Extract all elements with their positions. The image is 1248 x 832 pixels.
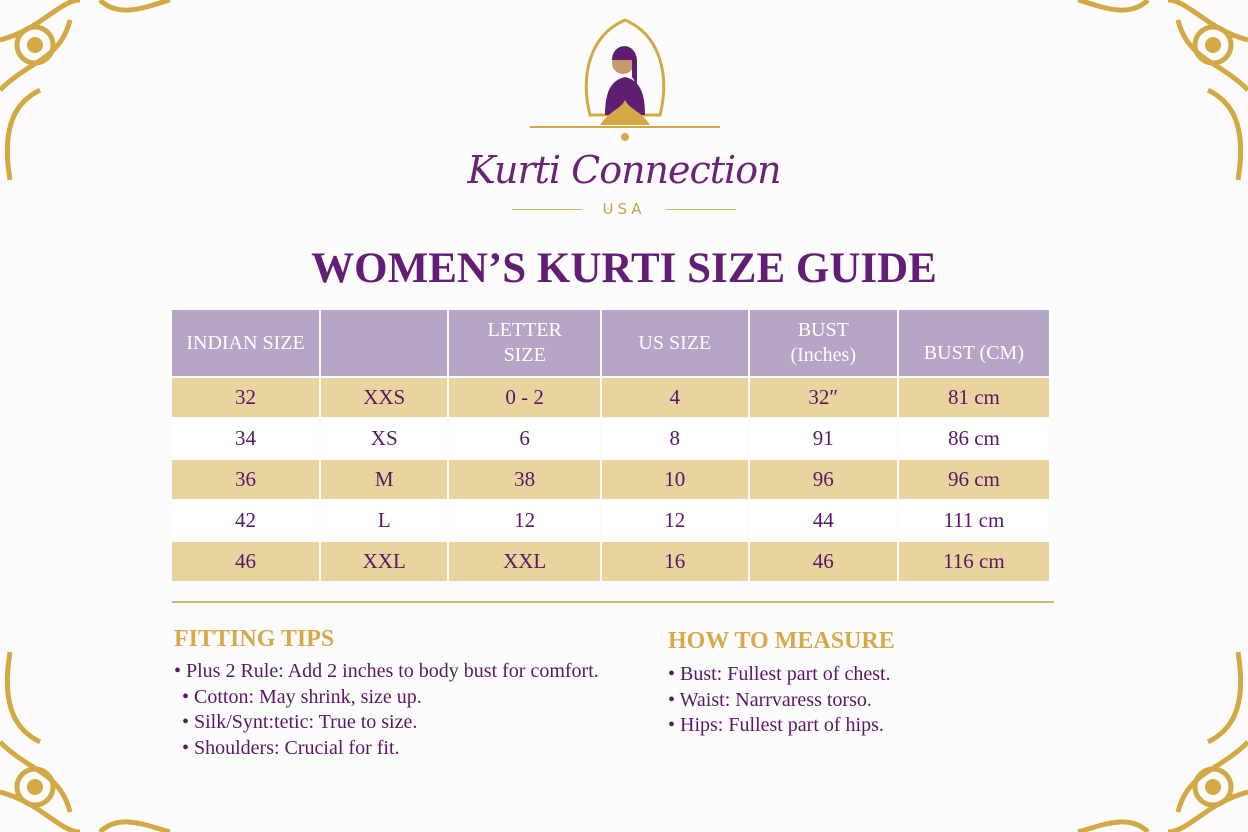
- cell: 6: [449, 419, 600, 458]
- table-row: 34 XS 6 8 91 86 cm: [172, 419, 1049, 458]
- brand-sub: USA: [602, 200, 646, 218]
- cell: L: [321, 501, 448, 540]
- table-row: 42 L 12 12 44 111 cm: [172, 501, 1049, 540]
- cell: 32″: [749, 378, 897, 417]
- cell: 0 - 2: [449, 378, 600, 417]
- header-cell: BUST (Inches): [749, 310, 897, 376]
- cell: XXL: [449, 542, 600, 581]
- cell: 44: [749, 501, 897, 540]
- brand-logo-icon: [530, 18, 720, 141]
- header-cell: LETTER SIZE: [449, 310, 600, 376]
- floral-ornament-icon: [1077, 0, 1248, 181]
- list-item: • Waist: Narrvaress torso.: [668, 688, 872, 711]
- table-row: 36 M 38 10 96 96 cm: [172, 460, 1049, 499]
- divider: [666, 209, 736, 210]
- list-item: • Hips: Fullest part of hips.: [668, 714, 884, 736]
- list-item: • Cotton: May shrink, size up.: [182, 685, 422, 708]
- header-cell: BUST (CM): [898, 310, 1049, 376]
- how-to-measure-heading: HOW TO MEASURE: [668, 628, 895, 654]
- cell: 38: [449, 460, 600, 499]
- floral-ornament-icon: [0, 0, 171, 181]
- cell: 34: [172, 419, 320, 458]
- cell: 10: [601, 460, 748, 499]
- cell: 4: [601, 378, 748, 417]
- fitting-tips-list: • Plus 2 Rule: Add 2 inches to body bust…: [174, 660, 599, 762]
- cell: 32: [172, 378, 320, 417]
- page-title: WOMEN’S KURTI SIZE GUIDE: [311, 245, 937, 292]
- fitting-tips-heading: FITTING TIPS: [174, 626, 335, 652]
- cell: 91: [749, 419, 897, 458]
- cell: XS: [321, 419, 448, 458]
- cell: XXL: [321, 542, 448, 581]
- cell: M: [321, 460, 448, 499]
- cell: 96 cm: [898, 460, 1049, 499]
- header-cell: [321, 310, 448, 376]
- cell: 111 cm: [898, 501, 1049, 540]
- cell: 96: [749, 460, 897, 499]
- cell: 12: [601, 501, 748, 540]
- divider: [172, 601, 1054, 603]
- list-item: • Plus 2 Rule: Add 2 inches to body bust…: [174, 660, 599, 682]
- cell: 12: [449, 501, 600, 540]
- cell: 81 cm: [898, 378, 1049, 417]
- size-table: INDIAN SIZE LETTER SIZE US SIZE BUST (In…: [170, 308, 1051, 583]
- cell: 36: [172, 460, 320, 499]
- brand-name: Kurti Connection: [467, 148, 781, 192]
- table-header: INDIAN SIZE LETTER SIZE US SIZE BUST (In…: [172, 310, 1049, 376]
- cell: XXS: [321, 378, 448, 417]
- list-item: • Shoulders: Crucial for fit.: [182, 736, 400, 759]
- list-item: • Silk/Synt:tetic: True to size.: [182, 711, 418, 733]
- cell: 46: [172, 542, 320, 581]
- list-item: • Bust: Fullest part of chest.: [668, 663, 891, 685]
- how-to-measure-list: • Bust: Fullest part of chest. • Waist: …: [668, 663, 891, 740]
- floral-ornament-icon: [1077, 651, 1248, 832]
- cell: 116 cm: [898, 542, 1049, 581]
- cell: 86 cm: [898, 419, 1049, 458]
- cell: 42: [172, 501, 320, 540]
- header-cell: INDIAN SIZE: [172, 310, 320, 376]
- cell: 8: [601, 419, 748, 458]
- cell: 46: [749, 542, 897, 581]
- table-row: 46 XXL XXL 16 46 116 cm: [172, 542, 1049, 581]
- header-cell: US SIZE: [601, 310, 748, 376]
- divider: [512, 209, 582, 210]
- cell: 16: [601, 542, 748, 581]
- table-row: 32 XXS 0 - 2 4 32″ 81 cm: [172, 378, 1049, 417]
- floral-ornament-icon: [0, 651, 171, 832]
